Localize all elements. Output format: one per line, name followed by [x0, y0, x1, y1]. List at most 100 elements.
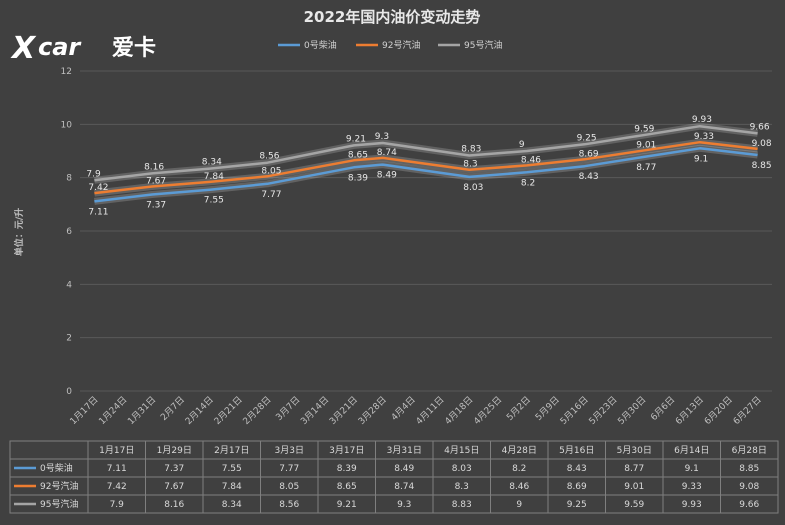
table-cell: 9.66: [739, 500, 759, 510]
table-cell: 9.93: [682, 500, 702, 510]
table-header-cell: 3月31日: [387, 445, 422, 456]
data-label: 7.67: [146, 176, 166, 186]
data-label: 8.03: [463, 183, 483, 193]
table-header-cell: 6月14日: [674, 445, 709, 456]
table-cell: 7.55: [222, 464, 242, 474]
data-label: 9.59: [634, 124, 654, 134]
series-glow: [93, 144, 759, 205]
data-label: 8.46: [521, 155, 541, 165]
logo-brand-cn: 爱卡: [112, 36, 156, 61]
table-cell: 8.16: [164, 500, 184, 510]
x-tick-label: 6月27日: [731, 394, 764, 427]
table-cell: 7.42: [107, 482, 127, 492]
x-tick-label: 6月20日: [702, 394, 735, 427]
data-label: 8.3: [463, 160, 477, 170]
table-cell: 8.85: [739, 464, 759, 474]
logo-mark-car: car: [38, 33, 82, 61]
table-cell: 8.69: [567, 482, 587, 492]
xcar-logo: X car 爱卡: [10, 31, 156, 66]
table-cell: 8.77: [624, 464, 644, 474]
x-tick-label: 5月30日: [616, 394, 649, 427]
table-cell: 8.05: [279, 482, 299, 492]
table-series-name: 95号汽油: [40, 498, 78, 510]
table-cell: 7.37: [164, 464, 184, 474]
data-label: 7.84: [204, 172, 224, 182]
x-tick-label: 1月31日: [126, 394, 159, 427]
x-tick-label: 5月9日: [533, 394, 562, 423]
table-cell: 8.34: [222, 500, 242, 510]
data-label: 8.49: [377, 171, 397, 181]
legend-label: 92号汽油: [382, 39, 420, 51]
x-tick-label: 6月6日: [649, 394, 678, 423]
data-label: 9.1: [694, 154, 708, 164]
data-label: 9.01: [636, 141, 656, 151]
table-cell: 9.59: [624, 500, 644, 510]
data-label: 8.34: [202, 158, 222, 168]
table-header-cell: 3月3日: [275, 445, 304, 456]
table-header-cell: 1月17日: [99, 445, 134, 456]
x-tick-label: 1月24日: [97, 394, 130, 427]
x-tick-label: 2月28日: [241, 394, 274, 427]
table-cell: 8.49: [394, 464, 414, 474]
x-tick-label: 3月7日: [274, 394, 303, 423]
data-table: 1月17日 1月29日 2月17日 3月3日 3月17日 3月31日 4月15日 4月28日 5…: [9, 440, 779, 514]
data-label: 8.2: [521, 178, 535, 188]
x-tick-label: 5月23日: [587, 394, 620, 427]
table-cell: 9.1: [685, 464, 699, 474]
data-label: 8.74: [377, 148, 397, 158]
table-header-cell: 4月28日: [502, 445, 537, 456]
data-label: 8.77: [636, 163, 656, 173]
series-line: [94, 147, 758, 203]
x-tick-label: 4月11日: [414, 394, 447, 427]
table-cell: 7.84: [222, 482, 242, 492]
x-tick-label: 5月2日: [504, 394, 533, 423]
table-header-cell: 5月30日: [617, 445, 652, 456]
data-label: 9: [519, 140, 525, 150]
chart-series: 7.117.37 7.557.778.39 8.498.03 8.28.438.779…: [86, 115, 771, 217]
y-axis-ticks: 0 2 4 6 8 10 12: [61, 67, 73, 397]
table-cell: 9: [516, 500, 522, 510]
data-label: 9.25: [577, 133, 597, 143]
table-cell: 8.46: [509, 482, 529, 492]
y-tick-label: 4: [66, 280, 72, 290]
series-line: [94, 140, 758, 195]
legend-label: 0号柴油: [304, 39, 337, 51]
table-cell: 9.08: [739, 482, 759, 492]
data-label: 8.65: [348, 150, 368, 160]
data-label: 9.66: [750, 122, 770, 132]
x-tick-label: 3月28日: [356, 394, 389, 427]
table-cell: 7.9: [110, 500, 125, 510]
x-tick-label: 5月16日: [558, 394, 591, 427]
table-cell: 8.3: [455, 482, 469, 492]
y-tick-label: 6: [66, 227, 72, 237]
chart-gridlines: [80, 70, 772, 392]
table-cell: 8.43: [567, 464, 587, 474]
data-label: 7.77: [261, 190, 281, 200]
y-tick-label: 0: [66, 387, 72, 397]
data-label: 7.9: [86, 169, 101, 179]
data-label: 7.55: [204, 196, 224, 206]
data-label: 8.39: [348, 173, 368, 183]
data-label: 7.42: [88, 183, 108, 193]
x-tick-label: 2月7日: [158, 394, 187, 423]
y-tick-label: 2: [66, 334, 72, 344]
y-tick-label: 8: [66, 174, 72, 184]
x-tick-label: 3月21日: [327, 394, 360, 427]
data-label: 8.83: [461, 145, 481, 155]
table-header-cell: 1月29日: [157, 445, 192, 456]
table-cell: 9.3: [397, 500, 411, 510]
table-cell: 9.01: [624, 482, 644, 492]
table-cell: 8.83: [452, 500, 472, 510]
table-series-name: 92号汽油: [40, 480, 78, 492]
data-label: 8.85: [752, 161, 772, 171]
data-label: 7.11: [88, 207, 108, 217]
chart-legend: 0号柴油 92号汽油 95号汽油: [278, 39, 502, 51]
table-header-cell: 3月17日: [329, 445, 364, 456]
table-cell: 8.03: [452, 464, 472, 474]
x-tick-label: 6月13日: [673, 394, 706, 427]
data-label: 8.05: [261, 166, 281, 176]
table-cell: 7.11: [107, 464, 127, 474]
x-tick-label: 4月25日: [472, 394, 505, 427]
table-cell: 7.77: [279, 464, 299, 474]
x-tick-label: 1月17日: [68, 394, 101, 427]
